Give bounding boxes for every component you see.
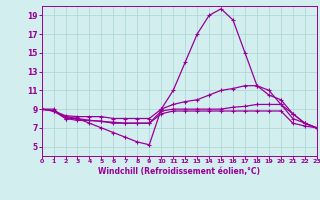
X-axis label: Windchill (Refroidissement éolien,°C): Windchill (Refroidissement éolien,°C) (98, 167, 260, 176)
